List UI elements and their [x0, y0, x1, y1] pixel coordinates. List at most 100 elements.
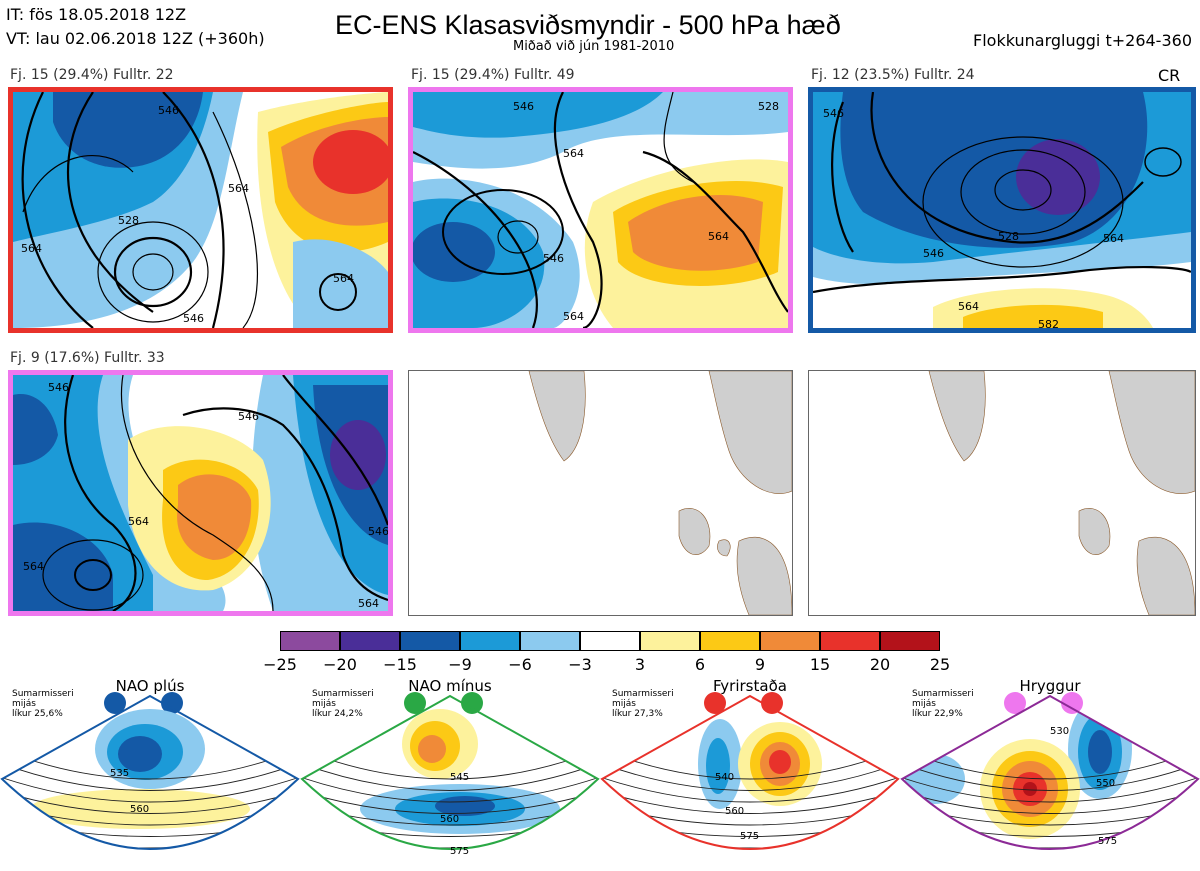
height-contour	[602, 762, 898, 791]
colorbar-segment	[460, 631, 520, 651]
contour-label: 528	[758, 100, 779, 113]
regime-info: Sumarmisseri mijás líkur 24,2%	[312, 689, 374, 719]
regime-info-line: mijás	[912, 699, 936, 709]
regime-info-line: líkur 22,9%	[912, 709, 963, 719]
colorbar-tick-label: 15	[809, 655, 831, 674]
regime-info-line: Sumarmisseri	[612, 689, 674, 699]
colorbar-tick-label: −25	[263, 655, 297, 674]
height-contour	[602, 790, 898, 814]
regime-marker-dot	[161, 692, 183, 714]
regime-marker-dot	[404, 692, 426, 714]
regime-contour-label: 540	[715, 772, 734, 783]
contour-label: 564	[358, 597, 379, 610]
regime-contour-label: 575	[740, 831, 759, 842]
page-subtitle: Miðað við jún 1981-2010	[513, 39, 675, 54]
regime-border	[0, 694, 300, 850]
colorbar-tick-label: −9	[448, 655, 472, 674]
height-contour	[302, 762, 598, 791]
anomaly-shading	[1088, 730, 1112, 774]
contour-label: 546	[513, 100, 534, 113]
colorbar-segment	[520, 631, 580, 651]
cluster-map-1: 546 564 528 564 564 546	[8, 87, 393, 333]
regime-info-line: líkur 27,3%	[612, 709, 663, 719]
regime-info-line: Sumarmisseri	[312, 689, 374, 699]
colorbar-segment	[280, 631, 340, 651]
cluster-2-label: Fj. 15 (29.4%) Fulltr. 49	[411, 67, 575, 83]
regime-contour-label: 535	[110, 768, 129, 779]
height-contour	[302, 748, 598, 780]
contour-label: 564	[958, 300, 979, 313]
regime-contour-label: 575	[1098, 836, 1117, 847]
regime-map: 540 560 575	[600, 694, 900, 850]
regime-contour-label: 560	[725, 806, 744, 817]
height-contour	[902, 832, 1198, 849]
anomaly-shading	[418, 735, 446, 763]
regime-info-line: Sumarmisseri	[12, 689, 74, 699]
regime-marker-dot	[761, 692, 783, 714]
anomaly-shading	[769, 750, 791, 774]
empty-map-2	[808, 370, 1196, 616]
cluster-map-4: 546 564 564 546 546 564	[8, 370, 393, 616]
regime-map: 545 560 575	[300, 694, 600, 857]
colorbar-tick-label: 9	[754, 655, 766, 674]
regime-contour-label: 550	[1096, 778, 1115, 789]
colorbar-tick-label: −6	[508, 655, 532, 674]
contour-label: 546	[238, 410, 259, 423]
contour-label: 564	[563, 310, 584, 323]
colorbar-tick-label: 3	[634, 655, 646, 674]
cluster-3-tag: CR	[1158, 66, 1181, 85]
regime-contour-label: 560	[130, 804, 149, 815]
colorbar-segment	[400, 631, 460, 651]
contour-label: 564	[563, 147, 584, 160]
colorbar-tick-label: −15	[383, 655, 417, 674]
regime-marker-dot	[704, 692, 726, 714]
regime-map: 530 550 575	[900, 694, 1200, 850]
regime-info-line: líkur 24,2%	[312, 709, 363, 719]
regime-border	[300, 694, 600, 850]
regime-border	[600, 694, 900, 850]
cluster-1-label: Fj. 15 (29.4%) Fulltr. 22	[10, 67, 174, 83]
height-contour	[602, 804, 898, 826]
anomaly-shading	[118, 736, 162, 772]
regime-title: NAO plús	[115, 677, 185, 695]
height-contour	[902, 748, 1198, 780]
regime-contour-label: 560	[440, 814, 459, 825]
colorbar-tick-label: 20	[869, 655, 891, 674]
regime-marker-dot	[1061, 692, 1083, 714]
contour-label: 564	[21, 242, 42, 255]
height-contour	[902, 776, 1198, 803]
regime-title: NAO mínus	[408, 677, 492, 695]
cluster-3-label: Fj. 12 (23.5%) Fulltr. 24	[811, 67, 975, 83]
anomaly-shading	[1023, 782, 1037, 796]
contour-label: 528	[118, 214, 139, 227]
empty-map-1	[408, 370, 793, 616]
regime-info-line: mijás	[12, 699, 36, 709]
contour-label: 582	[1038, 318, 1059, 328]
regime-contour-label: 545	[450, 772, 469, 783]
contour-label: 546	[823, 107, 844, 120]
height-contour	[2, 790, 298, 814]
contour-label: 546	[543, 252, 564, 265]
classification-window: Flokkunargluggi t+264-360	[973, 31, 1192, 50]
page-title: EC-ENS Klasasviðsmyndir - 500 hPa hæð	[335, 10, 841, 40]
valid-time: VT: lau 02.06.2018 12Z (+360h)	[6, 29, 265, 48]
regime-title: Hryggur	[1019, 677, 1081, 695]
anomaly-shading	[30, 789, 250, 829]
regime-info-line: mijás	[312, 699, 336, 709]
colorbar-tick-label: −20	[323, 655, 357, 674]
regime-map: 535 560	[0, 694, 300, 850]
initial-time: IT: fös 18.05.2018 12Z	[6, 5, 187, 24]
height-contour	[2, 762, 298, 791]
cluster-4-label: Fj. 9 (17.6%) Fulltr. 33	[10, 350, 165, 366]
contour-label: 564	[1103, 232, 1124, 245]
colorbar-tick-label: 6	[694, 655, 706, 674]
regime-info-line: mijás	[612, 699, 636, 709]
regime-contour-label: 575	[450, 846, 469, 857]
colorbar-segment	[580, 631, 640, 651]
regime-border	[900, 694, 1200, 850]
height-contour	[2, 748, 298, 780]
contour-label: 564	[708, 230, 729, 243]
colorbar-segment	[820, 631, 880, 651]
height-contour	[2, 776, 298, 803]
regime-info: Sumarmisseri mijás líkur 22,9%	[912, 689, 974, 719]
